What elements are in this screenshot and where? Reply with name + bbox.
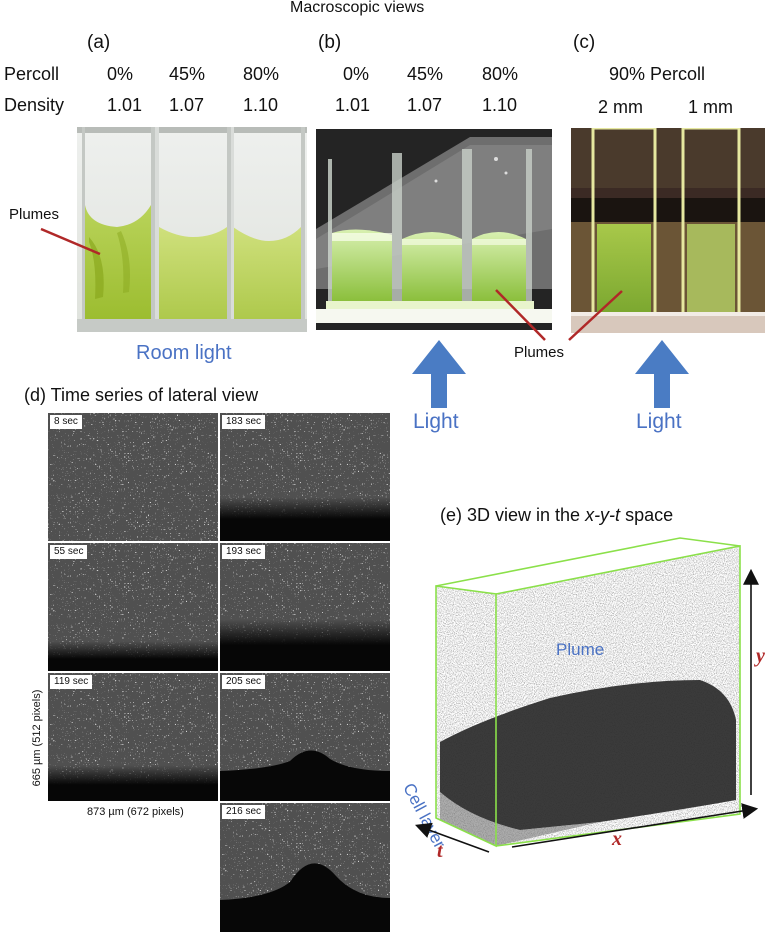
- plume-pointers-bc: [495, 289, 623, 341]
- panel-e-title-suffix: space: [620, 505, 674, 525]
- cuvettes-room-light-photo: [77, 127, 307, 332]
- a-percoll-1: 45%: [169, 64, 206, 84]
- density-row-label: Density: [4, 95, 65, 115]
- b-percoll-2: 80%: [482, 64, 519, 84]
- plumes-label-shared: Plumes: [514, 344, 565, 361]
- xyt-volume-render: [435, 537, 741, 848]
- b-percoll-1: 45%: [407, 64, 444, 84]
- plume-pointer-a: [40, 227, 101, 256]
- light-arrow-c-icon: [635, 340, 689, 408]
- panel-e-title-axes: x-y-t: [585, 505, 621, 525]
- axis-t-label: t: [437, 840, 443, 862]
- c-width-2mm: 2 mm: [598, 97, 643, 117]
- time-frame: 55 sec: [48, 543, 218, 671]
- axis-y-label: y: [756, 645, 765, 667]
- light-label-b: Light: [413, 410, 459, 433]
- plume-label-e: Plume: [556, 640, 605, 659]
- light-label-c: Light: [636, 410, 682, 433]
- a-density-1: 1.07: [169, 95, 205, 115]
- time-frame: 119 sec: [48, 673, 218, 801]
- c-width-1mm: 1 mm: [688, 97, 733, 117]
- time-label: 193 sec: [222, 545, 266, 559]
- time-frame: 8 sec: [48, 413, 218, 541]
- axis-x-label: x: [612, 828, 622, 850]
- plumes-label-a: Plumes: [9, 206, 60, 223]
- time-label: 55 sec: [50, 545, 88, 559]
- time-frame: 193 sec: [220, 543, 390, 671]
- thin-cuvettes-photo: [571, 128, 765, 333]
- a-density-2: 1.10: [243, 95, 279, 115]
- b-density-2: 1.10: [482, 95, 518, 115]
- time-label: 8 sec: [50, 415, 82, 429]
- b-density-0: 1.01: [335, 95, 371, 115]
- room-light-caption: Room light: [136, 342, 232, 364]
- panel-e-title: (e) 3D view in the x-y-t space: [440, 505, 673, 526]
- cuvettes-lit-photo: [316, 129, 552, 330]
- percoll-row-label: Percoll: [4, 64, 60, 84]
- a-density-0: 1.01: [107, 95, 143, 115]
- time-label: 205 sec: [222, 675, 266, 689]
- panel-d-title: (d) Time series of lateral view: [24, 385, 259, 405]
- light-arrow-b-icon: [412, 340, 466, 408]
- panel-a-label: (a): [87, 32, 111, 53]
- a-percoll-2: 80%: [243, 64, 280, 84]
- panel-c-label: (c): [573, 32, 596, 53]
- a-percoll-0: 0%: [107, 64, 134, 84]
- time-frame: 205 sec: [220, 673, 390, 801]
- panel-e-title-prefix: (e) 3D view in the: [440, 505, 586, 525]
- time-frame: 216 sec: [220, 803, 390, 932]
- figure-title: Macroscopic views: [290, 0, 425, 16]
- time-frame: 183 sec: [220, 413, 390, 541]
- axis-arrows: [414, 568, 759, 853]
- c-title: 90% Percoll: [609, 64, 706, 84]
- b-percoll-0: 0%: [343, 64, 370, 84]
- frame-width-label: 873 µm (672 pixels): [87, 806, 184, 818]
- b-density-1: 1.07: [407, 95, 443, 115]
- frame-height-label: 665 µm (512 pixels): [31, 689, 43, 787]
- time-label: 216 sec: [222, 805, 266, 819]
- panel-b-label: (b): [318, 32, 342, 53]
- time-label: 119 sec: [50, 675, 93, 689]
- time-label: 183 sec: [222, 415, 266, 429]
